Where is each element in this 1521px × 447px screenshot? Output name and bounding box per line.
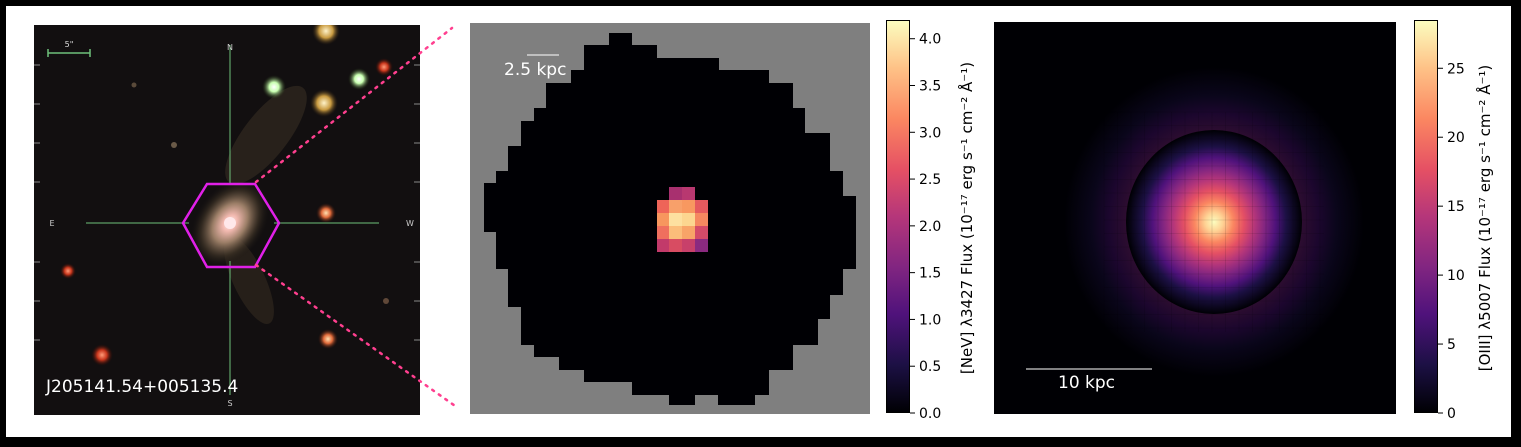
oiii-colorbar-tick-label: 25 [1447, 61, 1465, 77]
compass-south: S [227, 399, 232, 408]
aperture-hexagon [181, 182, 281, 269]
edge-ticks [34, 64, 420, 341]
nev-colorbar-tick-label: 2.0 [919, 219, 941, 235]
scale-bar [47, 49, 91, 57]
nev-map-panel: 2.5 kpc [470, 23, 870, 414]
nev-colorbar-tick-label: 0.0 [919, 406, 941, 422]
oiii-colorbar-tick-label: 5 [1447, 337, 1456, 353]
nev-colorbar-label: [NeV] λ3427 Flux (10⁻¹⁷ erg s⁻¹ cm⁻² Å⁻¹… [958, 61, 976, 375]
compass-west: W [406, 219, 414, 228]
nev-emission-pixels [657, 187, 708, 252]
nev-colorbar-tick-label: 3.0 [919, 125, 941, 141]
compass-east: E [49, 219, 54, 228]
nev-colorbar-tick-label: 1.0 [919, 312, 941, 328]
nev-scale-label: 2.5 kpc [504, 60, 566, 80]
nev-map: 2.5 kpc [470, 23, 870, 414]
sdss-image-panel: 5" N S E W J205141.54+005135.4 [34, 25, 420, 415]
oiii-map: 10 kpc [994, 22, 1396, 414]
object-name: J205141.54+005135.4 [45, 377, 238, 397]
nev-colorbar-tick-label: 4.0 [919, 32, 941, 48]
oiii-scale-label: 10 kpc [1058, 373, 1115, 393]
sdss-image: 5" N S E W J205141.54+005135.4 [34, 25, 420, 415]
oiii-map-panel: 10 kpc [994, 22, 1396, 414]
nev-colorbar-tick-label: 3.5 [919, 79, 941, 95]
oiii-colorbar-tick-label: 15 [1447, 199, 1465, 215]
scale-label: 5" [65, 40, 74, 49]
oiii-colorbar-tick-label: 0 [1447, 406, 1456, 422]
oiii-colorbar [1414, 20, 1438, 413]
oiii-emission [1126, 130, 1302, 314]
zoom-connector [254, 26, 460, 410]
oiii-colorbar-tick-label: 10 [1447, 268, 1465, 284]
figure-frame: 5" N S E W J205141.54+005135.4 [6, 6, 1511, 437]
compass-north: N [227, 43, 233, 52]
oiii-colorbar-axis: 0 5 10 15 20 25 [1438, 61, 1465, 422]
oiii-colorbar-label: [OIII] λ5007 Flux (10⁻¹⁷ erg s⁻¹ cm⁻² Å⁻… [1476, 64, 1494, 372]
nev-colorbar [886, 20, 910, 413]
crosshair [86, 45, 379, 395]
nev-colorbar-tick-label: 1.5 [919, 266, 941, 282]
nev-colorbar-tick-label: 2.5 [919, 172, 941, 188]
nev-colorbar-axis: 0.0 0.5 1.0 1.5 2.0 2.5 3.0 3.5 4.0 [910, 32, 941, 422]
nev-colorbar-tick-label: 0.5 [919, 359, 941, 375]
oiii-colorbar-tick-label: 20 [1447, 130, 1465, 146]
